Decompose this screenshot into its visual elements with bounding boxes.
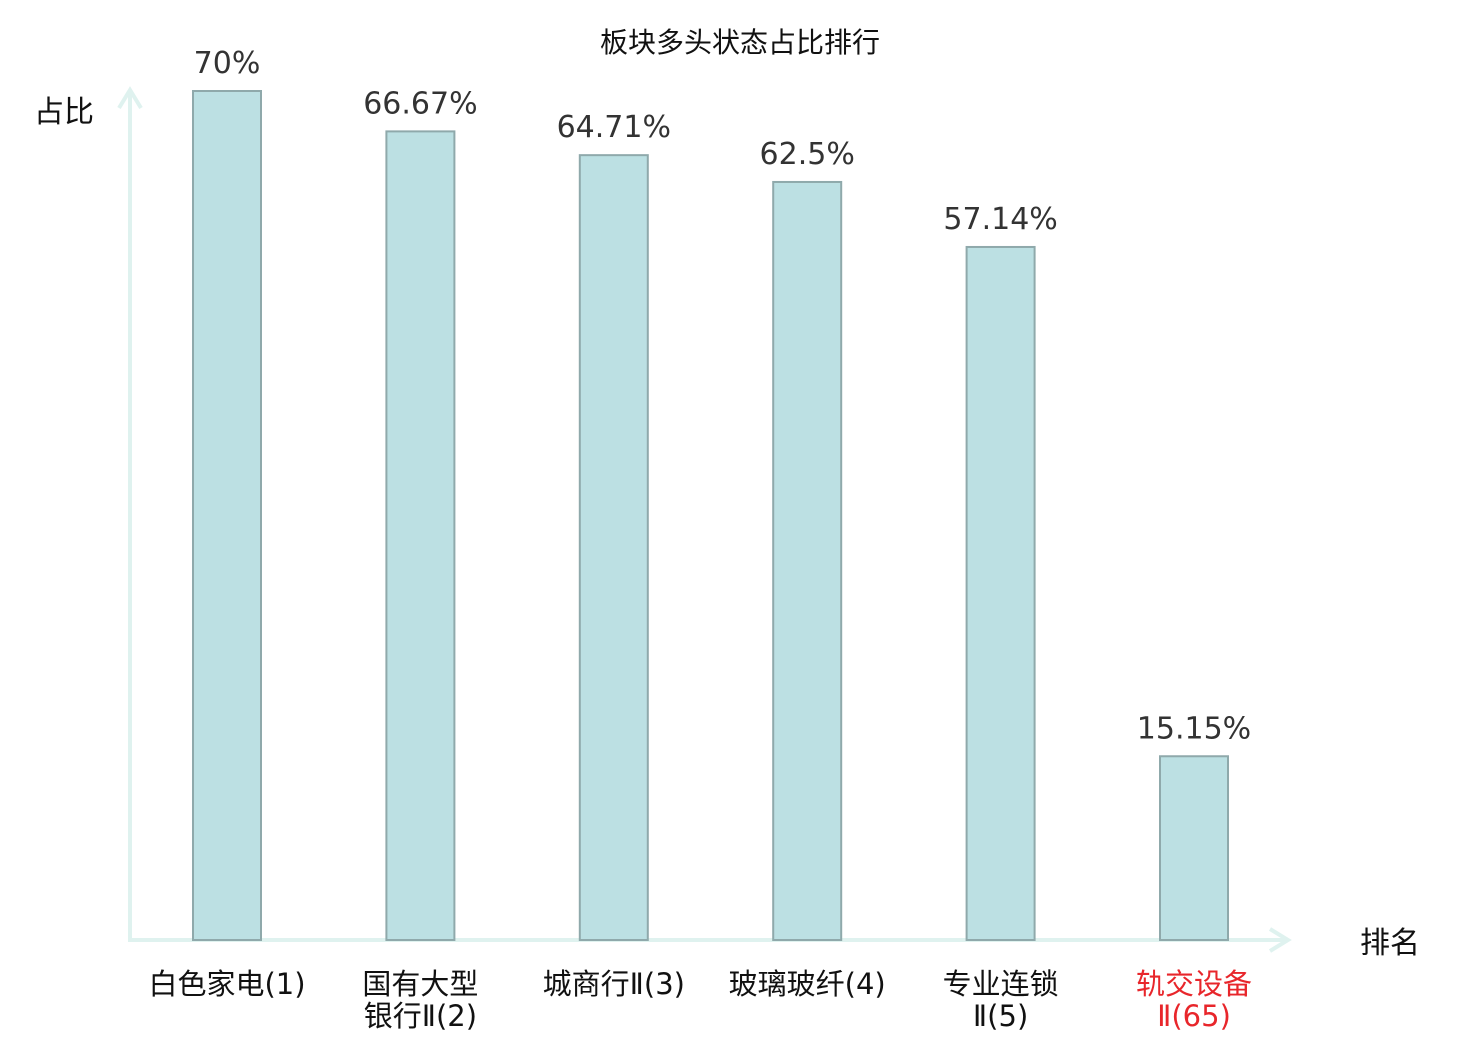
value-label-5: 57.14% xyxy=(943,202,1057,237)
bar-6 xyxy=(1159,755,1229,941)
value-label-4: 62.5% xyxy=(760,137,855,172)
category-label-5: 专业连锁 Ⅱ(5) xyxy=(943,967,1059,1033)
bar-1 xyxy=(192,90,262,941)
x-axis-label: 排名 xyxy=(1360,926,1420,961)
category-label-line: Ⅱ(65) xyxy=(1157,999,1231,1033)
category-label-4: 玻璃玻纤(4) xyxy=(729,967,886,1001)
bars xyxy=(192,90,1229,942)
category-label-3: 城商行Ⅱ(3) xyxy=(543,967,685,1001)
value-label-6: 15.15% xyxy=(1137,711,1251,746)
category-label-1: 白色家电(1) xyxy=(148,967,305,1001)
x-axis-arrow xyxy=(1268,927,1292,953)
value-labels: 70% 66.67% 64.71% 62.5% 57.14% 15.15% xyxy=(194,46,1252,746)
category-label-line: 银行Ⅱ(2) xyxy=(364,999,477,1033)
category-label-line: Ⅱ(5) xyxy=(973,999,1028,1033)
bar-3 xyxy=(578,154,649,941)
category-label-2: 国有大型银行Ⅱ(2) xyxy=(362,967,478,1033)
category-label-line: 轨交设备 xyxy=(1136,967,1252,1001)
y-axis-arrow xyxy=(117,86,143,110)
value-label-1: 70% xyxy=(194,46,261,81)
category-label-line: 白色家电(1) xyxy=(148,967,305,1001)
category-label-line: 专业连锁 xyxy=(943,967,1059,1001)
category-label-line: 玻璃玻纤(4) xyxy=(729,967,886,1001)
bar-2 xyxy=(385,130,456,942)
category-labels: 白色家电(1) 国有大型银行Ⅱ(2) 城商行Ⅱ(3) 玻璃玻纤(4) 专业连锁 Ⅱ(5) 轨… xyxy=(148,967,1252,1033)
category-label-line: 城商行Ⅱ(3) xyxy=(543,967,685,1001)
category-label-6: 轨交设备 Ⅱ(65) xyxy=(1136,967,1252,1033)
value-label-3: 64.71% xyxy=(557,110,671,145)
bar-5 xyxy=(965,245,1036,941)
category-label-line: 国有大型 xyxy=(362,967,478,1001)
axes xyxy=(117,86,1292,953)
chart-title: 板块多头状态占比排行 xyxy=(600,26,880,59)
value-label-2: 66.67% xyxy=(363,86,477,121)
bar-4 xyxy=(772,180,843,941)
y-axis-label: 占比 xyxy=(34,95,94,130)
